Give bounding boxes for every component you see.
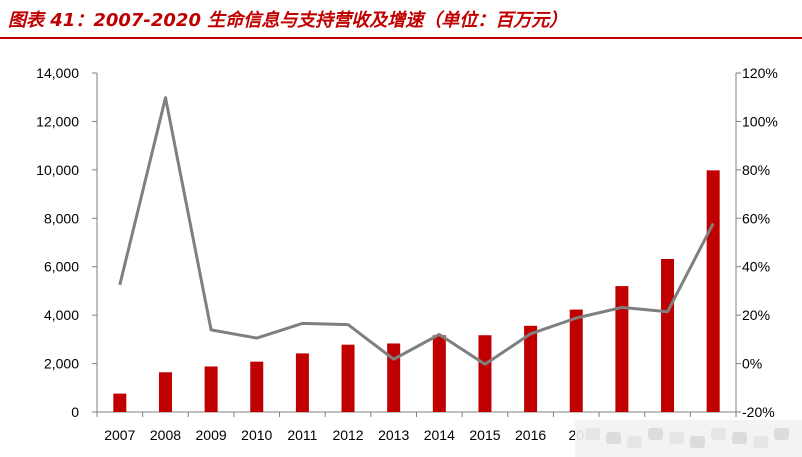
right-axis-tick-label: 100% (742, 113, 778, 129)
left-axis-tick-label: 6,000 (44, 259, 79, 275)
left-axis-tick-label: 12,000 (36, 113, 79, 129)
right-axis-tick-label: 20% (742, 307, 770, 323)
right-axis-tick-label: 40% (742, 259, 770, 275)
bar (706, 170, 720, 412)
x-axis-tick-label: 2008 (150, 427, 181, 443)
bar (478, 335, 492, 412)
growth-line (118, 96, 715, 366)
bar (250, 361, 264, 412)
bar (524, 325, 538, 412)
x-axis-tick-label: 2010 (241, 427, 272, 443)
right-axis-tick-label: 120% (742, 65, 778, 81)
bar (204, 366, 218, 412)
bar (432, 335, 446, 412)
left-axis-tick-label: 14,000 (36, 65, 79, 81)
bar (661, 258, 675, 412)
bar (295, 353, 309, 412)
x-axis-tick-label: 2012 (332, 427, 363, 443)
bar (113, 393, 127, 412)
left-axis-tick-label: 8,000 (44, 210, 79, 226)
x-axis-tick-label: 2009 (196, 427, 227, 443)
x-axis-tick-label: 2015 (469, 427, 500, 443)
watermark (575, 420, 802, 457)
x-axis-tick-label: 2013 (378, 427, 409, 443)
right-axis-tick-label: 0% (742, 356, 762, 372)
x-axis-tick-label: 2011 (287, 427, 317, 443)
bar (387, 343, 401, 412)
left-axis-tick-label: 10,000 (36, 162, 79, 178)
x-axis-tick-label: 2014 (424, 427, 455, 443)
title-rule (0, 37, 802, 39)
left-axis-tick-label: 2,000 (44, 356, 79, 372)
left-axis-tick-label: 4,000 (44, 307, 79, 323)
bar (158, 372, 172, 412)
right-axis-tick-label: 80% (742, 162, 770, 178)
bar (615, 286, 629, 412)
x-axis-tick-label: 2016 (515, 427, 546, 443)
chart-title: 图表 41：2007-2020 生命信息与支持营收及增速（单位：百万元） (8, 10, 568, 31)
right-axis-tick-label: 60% (742, 210, 770, 226)
bar (569, 309, 583, 412)
x-axis-tick-label: 2007 (104, 427, 135, 443)
left-axis-tick-label: 0 (71, 404, 79, 420)
bar (341, 344, 355, 412)
right-axis-tick-label: -20% (742, 404, 775, 420)
